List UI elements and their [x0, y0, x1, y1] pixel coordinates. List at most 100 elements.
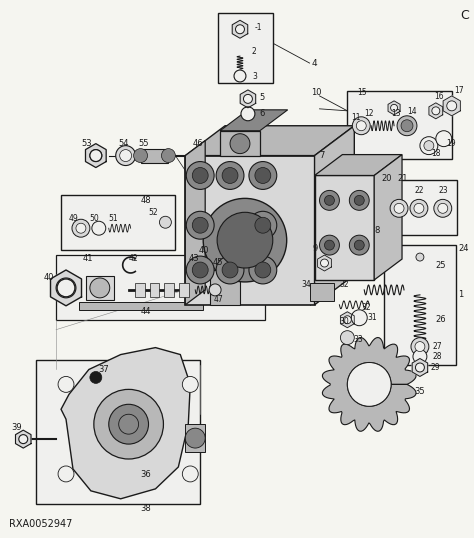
Circle shape	[234, 70, 246, 82]
Text: 21: 21	[397, 174, 408, 183]
Text: 11: 11	[351, 114, 361, 122]
Bar	[220, 131, 260, 155]
Text: 39: 39	[11, 423, 22, 431]
Circle shape	[90, 150, 102, 161]
Bar	[387, 180, 457, 235]
Polygon shape	[16, 430, 31, 448]
Polygon shape	[185, 126, 354, 155]
Bar	[135, 283, 145, 297]
Polygon shape	[185, 155, 315, 305]
Circle shape	[351, 310, 367, 325]
Text: 23: 23	[439, 186, 448, 195]
Text: 25: 25	[436, 260, 447, 270]
Circle shape	[244, 94, 253, 103]
Circle shape	[319, 235, 339, 255]
Circle shape	[186, 161, 214, 189]
Circle shape	[19, 435, 28, 444]
Text: 19: 19	[446, 139, 456, 148]
Circle shape	[420, 137, 438, 154]
Circle shape	[325, 195, 335, 206]
Bar	[61, 195, 175, 250]
Bar	[86, 276, 114, 300]
Text: 40: 40	[43, 273, 54, 282]
Circle shape	[94, 390, 164, 459]
Circle shape	[192, 167, 208, 183]
Circle shape	[72, 220, 90, 237]
Circle shape	[415, 342, 425, 351]
Polygon shape	[315, 154, 402, 175]
Text: 47: 47	[213, 295, 223, 305]
Polygon shape	[374, 154, 402, 280]
Text: 45: 45	[212, 258, 223, 266]
Polygon shape	[51, 270, 82, 306]
Text: 10: 10	[311, 88, 322, 97]
Circle shape	[217, 213, 273, 268]
Text: 2: 2	[252, 47, 256, 55]
Polygon shape	[340, 312, 354, 328]
Text: 14: 14	[407, 107, 417, 116]
Circle shape	[447, 101, 457, 111]
Text: 24: 24	[459, 244, 469, 253]
Circle shape	[90, 150, 102, 161]
Circle shape	[209, 284, 221, 296]
Circle shape	[432, 107, 440, 115]
Circle shape	[222, 262, 238, 278]
Text: 46: 46	[192, 139, 203, 148]
Text: 35: 35	[414, 387, 425, 396]
Circle shape	[255, 217, 271, 233]
Circle shape	[57, 279, 75, 297]
Circle shape	[394, 203, 404, 213]
Circle shape	[92, 221, 106, 235]
Circle shape	[320, 259, 328, 267]
Circle shape	[56, 278, 76, 298]
Circle shape	[192, 262, 208, 278]
Circle shape	[162, 148, 175, 162]
Text: 18: 18	[431, 149, 440, 158]
Circle shape	[349, 235, 369, 255]
Text: 27: 27	[433, 342, 442, 351]
Text: 33: 33	[353, 335, 363, 344]
Circle shape	[236, 25, 245, 34]
Circle shape	[255, 167, 271, 183]
Polygon shape	[185, 140, 205, 305]
Circle shape	[230, 134, 250, 153]
Text: 17: 17	[454, 87, 464, 95]
Text: 28: 28	[433, 352, 442, 361]
Circle shape	[186, 256, 214, 284]
Polygon shape	[85, 144, 106, 167]
Text: 15: 15	[357, 88, 367, 97]
Circle shape	[424, 140, 434, 151]
Circle shape	[325, 240, 335, 250]
Text: RXA0052947: RXA0052947	[9, 519, 73, 529]
Circle shape	[249, 256, 277, 284]
Circle shape	[159, 216, 172, 228]
Bar	[79, 302, 203, 310]
Text: 1: 1	[458, 291, 463, 299]
Polygon shape	[315, 175, 374, 280]
Bar	[310, 283, 335, 301]
Bar	[179, 283, 189, 297]
Circle shape	[203, 199, 287, 282]
Circle shape	[241, 107, 255, 121]
Text: 9: 9	[312, 244, 318, 253]
Text: 48: 48	[141, 196, 151, 205]
Bar	[149, 283, 159, 297]
Text: 55: 55	[138, 139, 149, 148]
Text: 20: 20	[381, 174, 392, 183]
Circle shape	[354, 240, 364, 250]
Circle shape	[109, 404, 148, 444]
Circle shape	[390, 200, 408, 217]
Circle shape	[255, 262, 271, 278]
Circle shape	[76, 223, 86, 233]
Bar	[310, 248, 339, 278]
Circle shape	[116, 146, 136, 166]
Circle shape	[192, 217, 208, 233]
Circle shape	[391, 104, 398, 111]
Circle shape	[134, 148, 147, 162]
Circle shape	[436, 131, 452, 147]
Circle shape	[182, 377, 198, 392]
Text: 38: 38	[141, 504, 151, 513]
Circle shape	[249, 211, 277, 239]
Text: 49: 49	[69, 214, 79, 223]
Bar	[56, 255, 265, 320]
